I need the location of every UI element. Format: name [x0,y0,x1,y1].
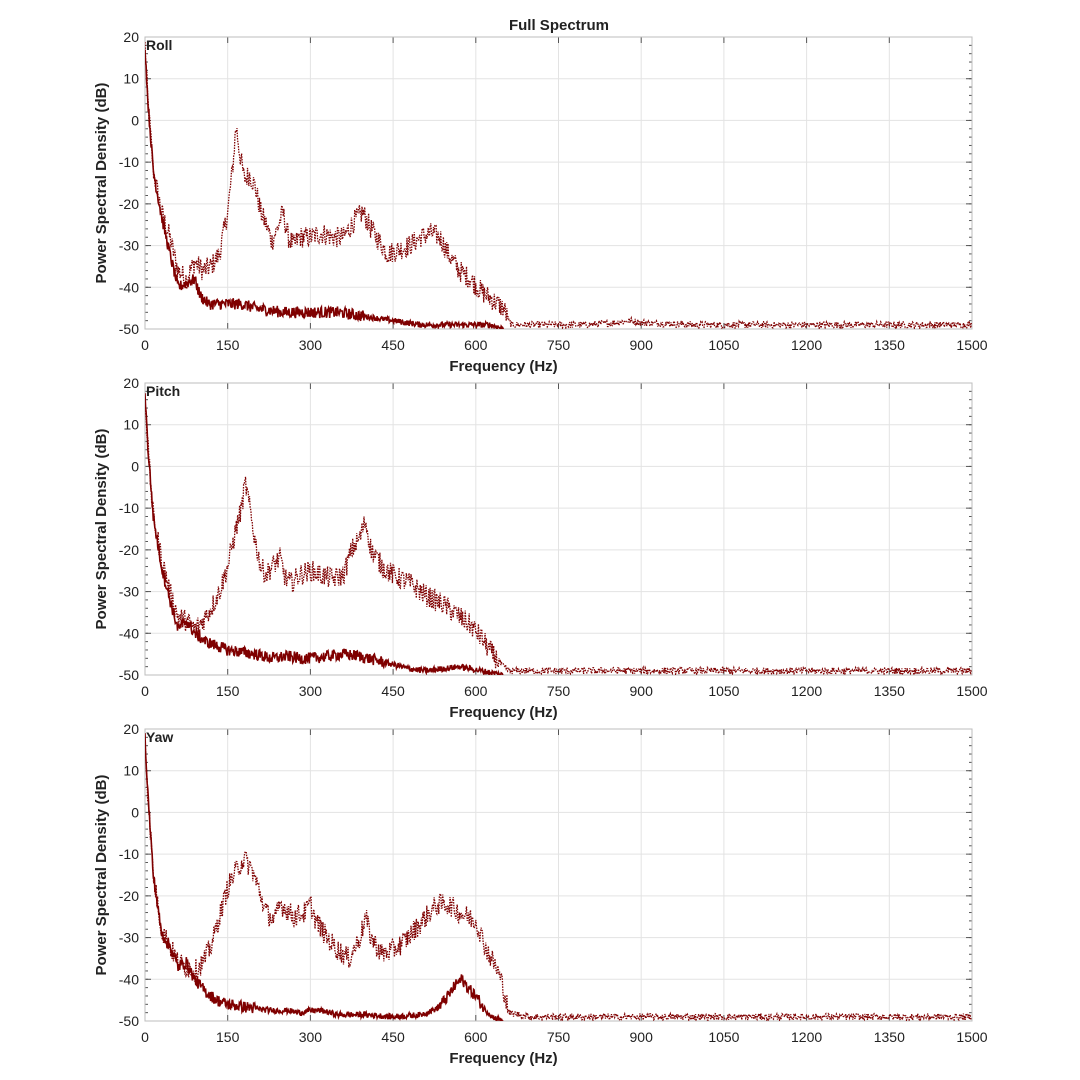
roll-solid-series-line [145,49,505,329]
yaw-y-tick-label: -10 [119,846,139,862]
yaw-y-tick-label: 0 [131,804,139,820]
yaw-x-tick-label: 900 [630,1029,654,1045]
pitch-dotted-series-line [145,396,972,675]
roll-x-tick-label: 600 [464,337,488,353]
roll-x-tick-label: 1200 [791,337,822,353]
pitch-x-tick-label: 600 [464,683,488,699]
roll-x-tick-label: 0 [141,337,149,353]
yaw-panel: 0 150 300 450 600 750 900 1050 1200 1350 1500 20 10 0… [93,721,988,1067]
pitch-solid-series-line [145,393,504,675]
roll-y-tick-label: -30 [119,238,139,254]
pitch-x-tick-label: 900 [630,683,654,699]
roll-y-tick-label: 10 [123,71,139,87]
roll-x-tick-label: 1500 [956,337,987,353]
yaw-plot-frame [144,728,973,1022]
roll-panel-label: Roll [146,37,172,53]
yaw-x-tick-label: 150 [216,1029,240,1045]
yaw-x-axis-label: Frequency (Hz) [449,1050,557,1067]
roll-y-tick-label: 0 [131,112,139,128]
pitch-panel-label: Pitch [146,383,180,399]
pitch-x-axis-label: Frequency (Hz) [449,704,557,721]
yaw-y-tick-label: -20 [119,888,139,904]
pitch-panel: 0 150 300 450 600 750 900 1050 1200 1350 1500 20 10 0… [93,375,988,721]
yaw-x-tick-label: 1200 [791,1029,822,1045]
roll-x-tick-label: 1350 [874,337,905,353]
pitch-y-tick-label: 20 [123,375,139,391]
pitch-y-tick-label: -30 [119,584,139,600]
figure-title: Full Spectrum [509,17,609,34]
roll-grid [144,36,973,330]
pitch-y-tick-label: -50 [119,667,139,683]
pitch-y-tick-label: -20 [119,542,139,558]
roll-panel: 0 150 300 450 600 750 900 1050 1200 1350 1500 20 10 0… [93,29,988,375]
roll-x-tick-label: 450 [381,337,405,353]
yaw-y-axis-label: Power Spectral Density (dB) [93,775,110,976]
pitch-x-tick-label: 1200 [791,683,822,699]
pitch-y-tick-label: -40 [119,625,139,641]
pitch-x-tick-label: 450 [381,683,405,699]
yaw-x-tick-label: 0 [141,1029,149,1045]
roll-x-axis-label: Frequency (Hz) [449,358,557,375]
yaw-y-tick-label: 10 [123,763,139,779]
pitch-grid [144,382,973,676]
yaw-y-tick-label: -40 [119,971,139,987]
pitch-y-tick-label: 0 [131,458,139,474]
yaw-solid-series-line [145,733,504,1021]
roll-y-tick-label: -50 [119,321,139,337]
yaw-y-tick-label: -50 [119,1013,139,1029]
pitch-y-tick-label: 10 [123,417,139,433]
yaw-panel-label: Yaw [146,729,173,745]
roll-y-tick-label: -20 [119,196,139,212]
pitch-x-tick-label: 300 [299,683,323,699]
roll-y-tick-label: 20 [123,29,139,45]
yaw-x-tick-label: 1350 [874,1029,905,1045]
pitch-x-tick-label: 1050 [708,683,739,699]
yaw-y-tick-label: -30 [119,930,139,946]
yaw-x-tick-label: 300 [299,1029,323,1045]
pitch-x-tick-label: 1350 [874,683,905,699]
yaw-x-tick-label: 1500 [956,1029,987,1045]
roll-dotted-series-line [145,41,972,329]
yaw-x-tick-label: 750 [547,1029,571,1045]
yaw-y-tick-label: 20 [123,721,139,737]
roll-y-tick-label: -10 [119,154,139,170]
yaw-dotted-series-line [145,743,972,1021]
roll-x-tick-label: 900 [630,337,654,353]
roll-x-tick-label: 150 [216,337,240,353]
pitch-plot-frame [144,382,973,676]
yaw-x-tick-label: 1050 [708,1029,739,1045]
roll-x-tick-label: 300 [299,337,323,353]
yaw-x-tick-label: 600 [464,1029,488,1045]
pitch-y-axis-label: Power Spectral Density (dB) [93,429,110,630]
yaw-x-tick-label: 450 [381,1029,405,1045]
roll-x-tick-label: 1050 [708,337,739,353]
roll-y-tick-label: -40 [119,279,139,295]
pitch-x-tick-label: 1500 [956,683,987,699]
pitch-x-tick-label: 150 [216,683,240,699]
pitch-x-tick-label: 0 [141,683,149,699]
roll-x-tick-label: 750 [547,337,571,353]
roll-plot-frame [144,36,973,330]
pitch-y-tick-label: -10 [119,500,139,516]
pitch-x-tick-label: 750 [547,683,571,699]
roll-y-axis-label: Power Spectral Density (dB) [93,83,110,284]
yaw-grid [144,728,973,1022]
